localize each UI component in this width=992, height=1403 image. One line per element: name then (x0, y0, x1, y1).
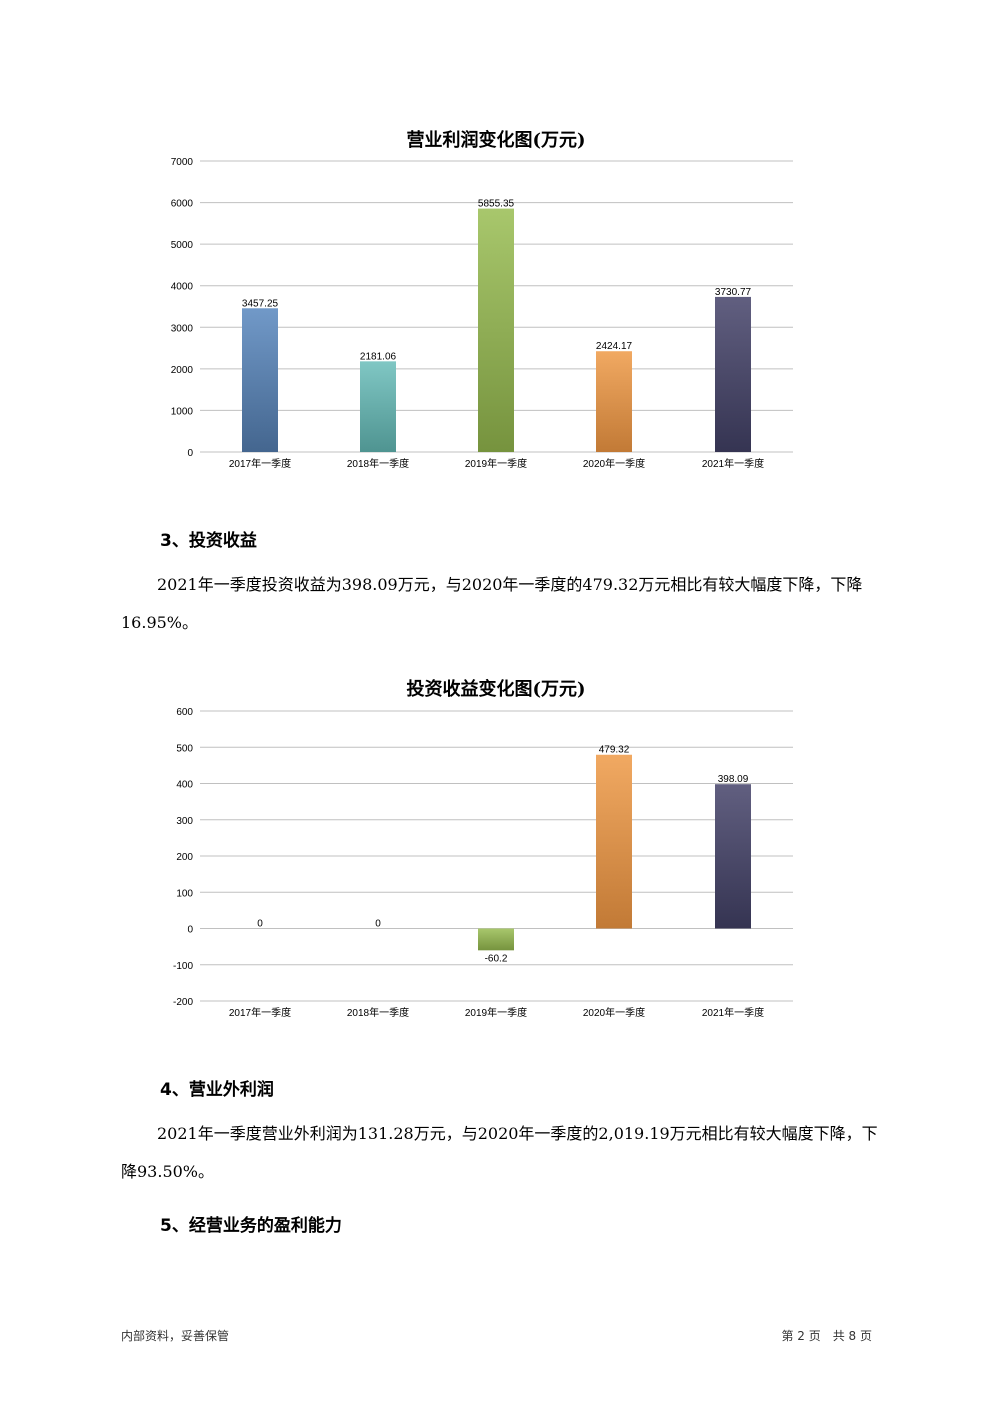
section-heading: 3、投资收益 (160, 531, 257, 551)
investment-income-chart: -200 -100 0 100 200 300 400 500 600 0 2017年一季度 0 201… (173, 707, 793, 1019)
bar-2019年一季度 (478, 208, 514, 452)
footer-left: 内部资料，妥善保管 (121, 1329, 230, 1343)
y-tick-label: 2000 (171, 365, 194, 376)
y-tick-label: 300 (176, 816, 193, 827)
section-paragraph: 2021年一季度投资收益为398.09万元，与2020年一季度的479.32万元… (121, 575, 863, 632)
section-paragraph: 2021年一季度营业外利润为131.28万元，与2020年一季度的2,019.1… (121, 1124, 878, 1181)
operating-profit-chart: 0 1000 2000 3000 4000 5000 6000 7000 3457.25 2017… (171, 157, 793, 470)
y-tick-label: 500 (176, 743, 193, 754)
y-tick-label: 0 (187, 925, 193, 936)
data-label: 3730.77 (715, 287, 752, 298)
data-label: 3457.25 (242, 298, 279, 309)
x-tick-label: 2019年一季度 (465, 1006, 527, 1019)
chart-title-investment-income: 投资收益变化图(万元) (406, 679, 586, 700)
y-tick-label: -200 (173, 997, 193, 1008)
data-label: 2181.06 (360, 351, 397, 362)
data-label: 398.09 (718, 774, 749, 785)
bar-2018年一季度 (360, 361, 396, 452)
x-tick-label: 2017年一季度 (229, 457, 291, 470)
y-tick-label: 7000 (171, 157, 194, 168)
chart-title-operating-profit: 营业利润变化图(万元) (406, 130, 586, 151)
bar-2020年一季度 (596, 351, 632, 452)
x-tick-label: 2020年一季度 (583, 1006, 645, 1019)
y-tick-label: 200 (176, 852, 193, 863)
x-tick-label: 2020年一季度 (583, 457, 645, 470)
y-tick-label: 6000 (171, 199, 194, 210)
bar-2017年一季度 (242, 308, 278, 452)
data-label: 2424.17 (596, 341, 633, 352)
data-label: 0 (257, 919, 263, 930)
bar-2019年一季度 (478, 928, 514, 951)
data-label: 5855.35 (478, 199, 515, 210)
y-tick-label: 600 (176, 707, 193, 718)
footer-page-number: 第 2 页 共 8 页 (781, 1329, 872, 1343)
x-tick-label: 2021年一季度 (702, 1006, 764, 1019)
y-tick-label: 100 (176, 888, 193, 899)
x-tick-label: 2018年一季度 (347, 1006, 409, 1019)
y-tick-label: 4000 (171, 282, 194, 293)
data-label: -60.2 (485, 953, 508, 964)
x-tick-label: 2017年一季度 (229, 1006, 291, 1019)
y-tick-label: 0 (187, 448, 193, 459)
y-tick-label: -100 (173, 961, 193, 972)
section-heading: 4、营业外利润 (160, 1080, 274, 1100)
data-label: 0 (375, 919, 381, 930)
y-tick-label: 400 (176, 780, 193, 791)
section-heading: 5、经营业务的盈利能力 (160, 1216, 342, 1236)
bar-2020年一季度 (596, 754, 632, 929)
y-tick-label: 1000 (171, 406, 194, 417)
x-tick-label: 2019年一季度 (465, 457, 527, 470)
data-label: 479.32 (599, 745, 630, 756)
bar-2021年一季度 (715, 784, 751, 929)
y-tick-label: 3000 (171, 323, 194, 334)
x-tick-label: 2018年一季度 (347, 457, 409, 470)
bar-2021年一季度 (715, 296, 751, 452)
y-tick-label: 5000 (171, 240, 194, 251)
x-tick-label: 2021年一季度 (702, 457, 764, 470)
